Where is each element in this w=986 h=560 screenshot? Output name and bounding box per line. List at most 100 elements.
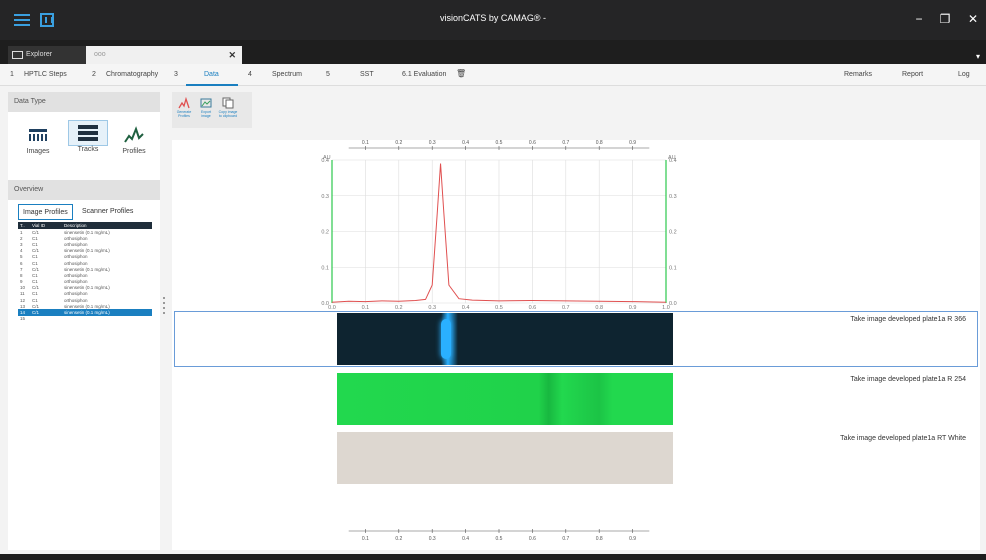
explorer-tab[interactable]: Explorer <box>8 46 86 64</box>
table-row[interactable]: 10 C/1 sinensetin (0.1 mg/mL) <box>18 285 152 291</box>
profiles-table: T.. Vial ID Description 1 C/1 sinensetin (… <box>18 222 152 322</box>
x-tick-label: 0.2 <box>395 305 403 311</box>
table-row[interactable]: 13 C/1 sinensetin (0.1 mg/mL) <box>18 303 152 309</box>
cell-vial-id: C1 <box>32 272 38 278</box>
cell-vial-id: C1 <box>32 235 38 241</box>
remarks-link[interactable]: Remarks <box>844 71 873 78</box>
selected-track-frame[interactable] <box>174 311 978 367</box>
title-bar: visionCATS by CAMAG® - − ❐ ✕ <box>0 0 986 40</box>
nav-step-evaluation[interactable]: 6.1 Evaluation <box>402 71 447 78</box>
log-link[interactable]: Log <box>958 71 970 78</box>
close-button[interactable]: ✕ <box>967 12 979 26</box>
table-row[interactable]: 2 C1 orthosiphon <box>18 235 152 241</box>
panel-splitter-handle[interactable] <box>161 294 167 334</box>
top-tick-label: 0.7 <box>562 140 569 146</box>
nav-step-num-2: 2 <box>92 71 96 78</box>
table-row[interactable]: 5 C1 orthosiphon <box>18 254 152 260</box>
export-image-button[interactable]: Export image <box>196 96 216 118</box>
table-row[interactable]: 6 C1 orthosiphon <box>18 260 152 266</box>
nav-step-spectrum[interactable]: Spectrum <box>272 71 302 78</box>
table-row[interactable]: 14 C/1 sinensetin (0.1 mg/mL) <box>18 309 152 316</box>
report-link[interactable]: Report <box>902 71 924 78</box>
top-tick-label: 0.3 <box>429 140 436 146</box>
x-tick-label: 0.8 <box>595 305 603 311</box>
table-row[interactable]: 11 C1 orthosiphon <box>18 291 152 297</box>
caption-white: Take image developed plate1a RT White <box>840 435 966 442</box>
minimize-button[interactable]: − <box>915 12 923 26</box>
cell-vial-id: C1 <box>32 260 38 266</box>
tab-image-profiles[interactable]: Image Profiles <box>18 204 73 220</box>
y-tick-label-right: 0.1 <box>669 265 677 271</box>
cell-track: 1 <box>20 229 23 235</box>
bottom-tick-label: 0.6 <box>529 536 536 542</box>
table-row[interactable]: 9 C1 orthosiphon <box>18 279 152 285</box>
x-tick-label: 0.3 <box>428 305 436 311</box>
x-tick-label: 0.0 <box>328 305 336 311</box>
data-type-tracks[interactable]: Tracks <box>68 120 108 153</box>
col-vial-id[interactable]: Vial ID <box>30 222 62 229</box>
cell-description: orthosiphon <box>64 297 88 303</box>
tab-menu-arrow-icon[interactable]: ▾ <box>975 52 980 61</box>
nav-step-hptlc-steps[interactable]: HPTLC Steps <box>24 71 67 78</box>
data-type-images[interactable]: Images <box>18 122 58 155</box>
table-row[interactable]: 3 C1 orthosiphon <box>18 241 152 247</box>
y-tick-label-right: 0.0 <box>669 301 677 307</box>
cell-vial-id: C1 <box>32 254 38 260</box>
nav-step-sst[interactable]: SST <box>360 71 374 78</box>
cell-track: 7 <box>20 266 23 272</box>
nav-step-num-4: 4 <box>248 71 252 78</box>
image-strip-r366[interactable] <box>337 313 673 365</box>
generate-profiles-label: Generate Profiles <box>176 110 192 118</box>
cell-vial-id: C/1 <box>32 266 40 272</box>
tab-scanner-profiles[interactable]: Scanner Profiles <box>82 208 134 215</box>
table-row[interactable]: 1 C/1 sinensetin (0.1 mg/mL) <box>18 229 152 235</box>
left-panel: Data Type Images Tracks Profiles Overvie… <box>8 92 160 550</box>
image-strip-r254[interactable] <box>337 373 673 425</box>
folder-icon <box>12 51 23 59</box>
close-tab-icon[interactable]: ✕ <box>228 50 236 60</box>
generate-profiles-icon <box>174 96 194 110</box>
x-tick-label: 0.9 <box>629 305 637 311</box>
image-strip-white[interactable] <box>337 432 673 484</box>
copy-image-button[interactable]: Copy image to clipboard <box>218 96 238 118</box>
x-tick-label: 0.7 <box>562 305 570 311</box>
cell-vial-id: C/1 <box>32 303 40 309</box>
cell-description: sinensetin (0.1 mg/mL) <box>62 309 152 316</box>
table-row[interactable]: 12 C1 orthosiphon <box>18 297 152 303</box>
col-description[interactable]: Description <box>62 222 152 229</box>
nav-step-num-1: 1 <box>10 71 14 78</box>
cell-vial-id: C/1 <box>32 248 40 254</box>
document-tab[interactable]: ooo ✕ <box>86 46 242 64</box>
data-type-profiles[interactable]: Profiles <box>114 122 154 155</box>
bottom-tick-label: 0.3 <box>429 536 436 542</box>
cell-vial-id: C1 <box>32 291 38 297</box>
table-row[interactable]: 7 C/1 sinensetin (0.1 mg/mL) <box>18 266 152 272</box>
col-track[interactable]: T.. <box>18 222 30 229</box>
nav-step-data[interactable]: Data <box>204 71 219 78</box>
tracks-icon <box>68 120 108 146</box>
cell-description <box>62 316 152 322</box>
nav-step-chromatography[interactable]: Chromatography <box>106 71 159 78</box>
generate-profiles-button[interactable]: Generate Profiles <box>174 96 194 118</box>
data-type-header: Data Type <box>8 92 160 112</box>
y-tick-label-left: 0.4 <box>321 158 329 164</box>
cell-track: 13 <box>20 303 26 309</box>
table-row[interactable]: 4 C/1 sinensetin (0.1 mg/mL) <box>18 248 152 254</box>
caption-r254: Take image developed plate1a R 254 <box>850 376 966 383</box>
cell-vial-id: C1 <box>32 297 38 303</box>
main-area: 1 HPTLC Steps 2 Chromatography 3 Data 4 … <box>0 64 986 554</box>
bottom-tick-label: 0.2 <box>395 536 402 542</box>
table-row[interactable]: 8 C1 orthosiphon <box>18 272 152 278</box>
hamburger-menu-icon[interactable] <box>14 14 30 27</box>
trash-icon[interactable]: 🗑 <box>456 69 467 78</box>
app-logo-icon <box>40 13 54 27</box>
profile-chart: 0.0 0.1 0.2 0.3 0.4 0.5 0.6 0.7 0.8 0.9 1.0 0.4 0.4 0… <box>321 140 677 311</box>
restore-button[interactable]: ❐ <box>939 12 951 26</box>
cell-track: 3 <box>20 241 23 247</box>
top-tick-label: 0.6 <box>529 140 536 146</box>
y-tick-label-right: 0.3 <box>669 194 677 200</box>
cell-description: orthosiphon <box>64 254 88 260</box>
overview-header: Overview <box>8 180 160 200</box>
table-row[interactable]: 15 <box>18 316 152 322</box>
copy-image-label: Copy image to clipboard <box>218 110 238 118</box>
